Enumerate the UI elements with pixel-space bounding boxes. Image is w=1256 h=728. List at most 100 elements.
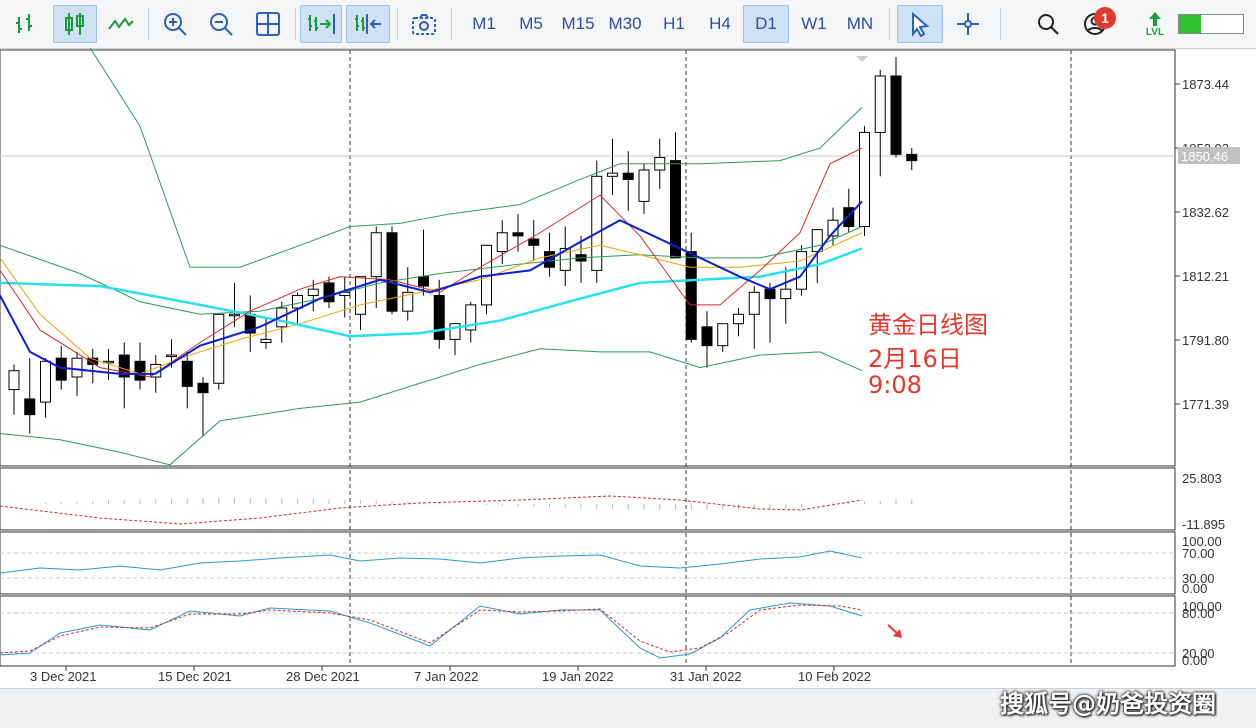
stoch-axis-label: 100.00 [1182,599,1222,614]
candle-body [685,251,697,340]
date-axis-label: 3 Dec 2021 [30,669,97,684]
crosshair-button[interactable] [948,5,988,43]
watermark: 搜狐号@奶爸投资圈 [1000,690,1216,718]
bollinger-middle [0,226,863,315]
candle-body [638,169,650,202]
camera-icon [412,14,436,35]
timeframe-w1[interactable]: W1 [801,14,827,33]
macd-axis-label: 25.803 [1182,471,1222,486]
chart-shift-button[interactable] [346,5,390,43]
chart-pane-1 [0,467,1176,531]
annotation-date: 2月16日 [868,345,962,373]
timeframe-m30[interactable]: M30 [608,14,642,33]
candle-body [418,276,429,287]
candle-body [229,313,240,317]
price-chart[interactable]: 1873.441853.031832.621812.211791.801771.… [0,48,1256,688]
candle-body [166,354,177,358]
date-axis-label: 28 Dec 2021 [286,669,360,684]
zoom-in-button[interactable] [155,5,195,43]
candle-body [260,338,272,344]
candle-body [181,360,193,387]
line-chart-icon [108,17,134,30]
level-meter-fill [1179,15,1202,33]
candle-body [717,323,729,347]
macd-axis-label: -11.895 [1182,517,1225,532]
chart-shift-marker [856,56,868,62]
date-axis-label: 19 Jan 2022 [542,669,614,684]
candle-body [906,153,918,162]
tile-windows-button[interactable] [248,5,288,43]
zoom-out-button[interactable] [201,5,241,43]
candle-body [733,313,744,325]
candle-body [764,288,776,300]
bar-chart-icon [16,14,32,33]
rsi-axis-label: 70.00 [1182,546,1215,561]
rsi-axis-label: 100.00 [1182,534,1222,549]
price-axis-label: 1791.80 [1182,333,1229,348]
notification-badge: 1 [1094,7,1116,29]
bollinger-upper [89,48,863,268]
price-axis-label: 1771.39 [1182,397,1229,412]
candle-body [402,291,414,312]
candle-body [591,175,603,271]
candle-body [197,382,209,394]
candle-body [8,370,20,391]
candle-body [40,360,51,403]
candle-body [55,357,67,381]
date-axis-label: 10 Feb 2022 [798,669,871,684]
candle-body [370,232,382,278]
chart-shift-icon [355,14,381,34]
price-axis-label: 1812.21 [1182,269,1229,284]
chart-pane-2 [0,531,1176,595]
candle-body [622,172,634,180]
cursor-button[interactable] [897,5,943,43]
auto-scroll-button[interactable] [300,5,342,43]
candle-body [386,232,398,312]
macd-signal-line [0,495,863,525]
screenshot-button[interactable] [404,5,444,43]
search-icon [1038,14,1059,35]
line-chart-button[interactable] [101,5,141,43]
candle-body [449,323,461,340]
stoch-signal-line [0,604,863,654]
timeframe-h4[interactable]: H4 [709,14,731,33]
level-meter [1178,14,1244,34]
chart-toolbar: M1 M5 M15 M30 H1 H4 D1 W1 MN 1 LVL [0,0,1256,49]
timeframe-m15[interactable]: M15 [561,14,595,33]
zoom-out-icon [210,13,233,36]
stoch-main-line [0,602,863,659]
candle-body [24,398,36,416]
candle-body [292,294,303,309]
timeframe-h1[interactable]: H1 [663,14,685,33]
bollinger-lower [0,348,863,466]
annotation-title: 黄金日线图 [868,311,988,339]
candle-body [780,288,792,300]
candle-body [859,131,870,227]
annotation-time: 9:08 [868,371,922,399]
search-button[interactable] [1028,5,1068,43]
timeframe-mn[interactable]: MN [846,14,874,33]
grid-icon [256,12,280,36]
signal-level-indicator[interactable]: LVL [1136,5,1174,43]
rsi-line [0,550,863,574]
bar-chart-button[interactable] [6,5,46,43]
rsi-axis-label: 30.00 [1182,571,1215,586]
candle-body [134,360,146,381]
candle-body [670,160,681,259]
date-axis-label: 7 Jan 2022 [414,669,478,684]
candle-body [748,291,760,315]
candle-body [701,326,713,347]
timeframe-m1[interactable]: M1 [472,14,496,33]
current-price-tag [1178,147,1240,165]
rsi-axis-label: 0.00 [1182,581,1207,596]
candle-body [874,75,886,133]
candlestick-chart-button[interactable] [53,5,97,43]
stoch-axis-label: 0.00 [1182,653,1207,668]
timeframe-d1[interactable]: D1 [743,5,789,43]
moving-average-orange [0,232,863,375]
candle-body [433,294,445,340]
candle-body [796,251,807,290]
timeframe-m5[interactable]: M5 [519,14,543,33]
candle-body [355,276,366,315]
candle-body [528,238,540,246]
